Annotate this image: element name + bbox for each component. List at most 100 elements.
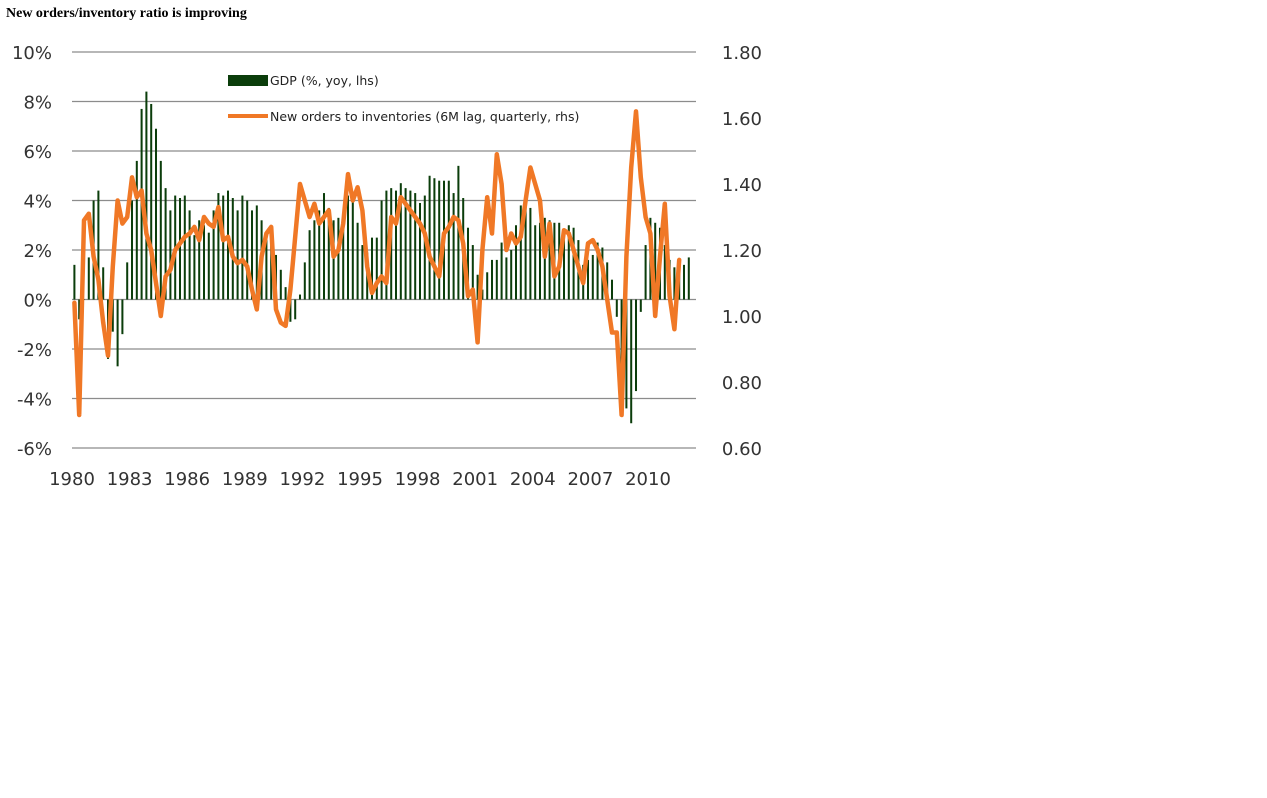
gdp-bar xyxy=(97,190,100,300)
gdp-bar xyxy=(356,222,359,300)
legend-swatch-gdp xyxy=(228,75,268,86)
x-tick-label: 1986 xyxy=(164,469,210,490)
gdp-bar xyxy=(428,175,431,300)
right-tick-label: 1.60 xyxy=(722,109,762,130)
gdp-bar xyxy=(73,264,76,300)
gdp-bar xyxy=(452,193,455,300)
gdp-bar xyxy=(457,165,460,300)
gdp-bar xyxy=(169,210,172,300)
gdp-bar xyxy=(418,202,422,300)
gdp-bar xyxy=(538,222,542,300)
gdp-bar xyxy=(524,193,527,300)
right-tick-label: 0.60 xyxy=(722,439,762,460)
orders-inventory-line xyxy=(72,109,682,418)
gdp-bar xyxy=(486,272,489,300)
chart-title: New orders/inventory ratio is improving xyxy=(6,6,247,21)
right-tick-label: 1.00 xyxy=(722,307,762,328)
left-tick-label: 6% xyxy=(23,142,52,163)
gdp-bar xyxy=(294,299,297,320)
right-tick-label: 0.80 xyxy=(722,373,762,394)
gdp-bar xyxy=(476,274,479,300)
gdp-bar xyxy=(438,180,441,300)
gdp-bar xyxy=(332,220,335,300)
left-tick-label: 8% xyxy=(23,93,52,114)
gdp-bar xyxy=(318,210,321,300)
gdp-bar xyxy=(289,299,292,322)
gdp-bar xyxy=(202,225,206,300)
gdp-bar xyxy=(562,232,566,300)
gdp-bar xyxy=(346,195,350,300)
gdp-bar xyxy=(212,210,215,300)
gdp-bar xyxy=(198,220,201,300)
gdp-bar xyxy=(447,180,450,300)
gdp-bar xyxy=(385,190,388,300)
gdp-bar xyxy=(634,299,638,392)
gdp-bar xyxy=(673,267,676,300)
gdp-bar xyxy=(111,299,114,332)
gdp-bar xyxy=(222,195,225,300)
gdp-bar xyxy=(370,237,374,300)
gdp-bar xyxy=(620,299,623,382)
gdp-bar xyxy=(298,294,302,300)
left-tick-label: 10% xyxy=(12,43,52,64)
left-tick-label: 0% xyxy=(23,291,52,312)
gdp-bar xyxy=(284,287,287,300)
gdp-bar xyxy=(548,220,551,300)
gdp-bar xyxy=(351,198,354,300)
left-tick-label: 2% xyxy=(23,241,52,262)
right-tick-label: 1.80 xyxy=(722,43,762,64)
gdp-bar xyxy=(481,289,484,300)
right-tick-label: 1.20 xyxy=(722,241,762,262)
gdp-bar xyxy=(567,225,570,300)
gdp-bar xyxy=(188,210,191,300)
x-tick-label: 1998 xyxy=(395,469,441,490)
gdp-bar xyxy=(217,193,220,300)
gdp-bar xyxy=(313,220,316,300)
x-tick-label: 1980 xyxy=(49,469,95,490)
left-tick-label: -6% xyxy=(17,439,52,460)
gdp-bar xyxy=(606,262,609,300)
gdp-bar xyxy=(327,207,330,300)
gdp-bar xyxy=(308,230,311,300)
gdp-bar xyxy=(414,193,417,300)
gdp-bar xyxy=(596,242,599,300)
gdp-bar xyxy=(255,205,258,300)
orders-inventory-line-layer xyxy=(72,109,682,418)
gdp-bar xyxy=(193,235,196,300)
gdp-bar xyxy=(490,259,494,300)
gdp-bar xyxy=(471,245,474,300)
gdp-bar xyxy=(154,128,158,300)
gdp-bar xyxy=(630,299,633,424)
gdp-bar xyxy=(572,227,575,300)
right-tick-label: 1.40 xyxy=(722,175,762,196)
left-tick-label: -2% xyxy=(17,340,52,361)
left-axis-ticks: 10% 8% 6% 4% 2% 0% -2% -4% -6% xyxy=(12,43,52,460)
gdp-bar xyxy=(663,245,666,300)
gdp-bar xyxy=(423,195,426,300)
gdp-bar xyxy=(625,299,628,409)
gdp-bar xyxy=(145,91,148,300)
gdp-bar xyxy=(116,299,119,367)
x-axis-ticks: 1980 1983 1986 1989 1992 1995 1998 2001 2004 2007… xyxy=(49,469,671,490)
x-tick-label: 2004 xyxy=(510,469,556,490)
gdp-bar xyxy=(159,160,162,300)
gdp-bar xyxy=(361,245,364,300)
x-tick-label: 1983 xyxy=(107,469,153,490)
gdp-bar xyxy=(610,279,614,300)
left-tick-label: 4% xyxy=(23,192,52,213)
chart: 10%8%6%4%2%0%-2%-4%-6% 1.801.601.401.201… xyxy=(12,43,762,490)
gdp-bar xyxy=(682,264,686,300)
gdp-bar xyxy=(500,242,503,300)
gdp-bar xyxy=(654,222,657,300)
gdp-bar xyxy=(409,190,412,300)
x-tick-label: 2001 xyxy=(452,469,498,490)
gdp-bar xyxy=(130,200,134,300)
gdp-bar xyxy=(399,183,402,300)
gdp-bar xyxy=(534,225,537,300)
gdp-bar xyxy=(394,190,398,300)
gdp-bar xyxy=(586,259,590,300)
gdp-bar xyxy=(270,232,273,300)
gdp-bar xyxy=(246,200,249,300)
legend-label-gdp: GDP (%, yoy, lhs) xyxy=(270,73,379,88)
gdp-bar xyxy=(644,245,647,300)
